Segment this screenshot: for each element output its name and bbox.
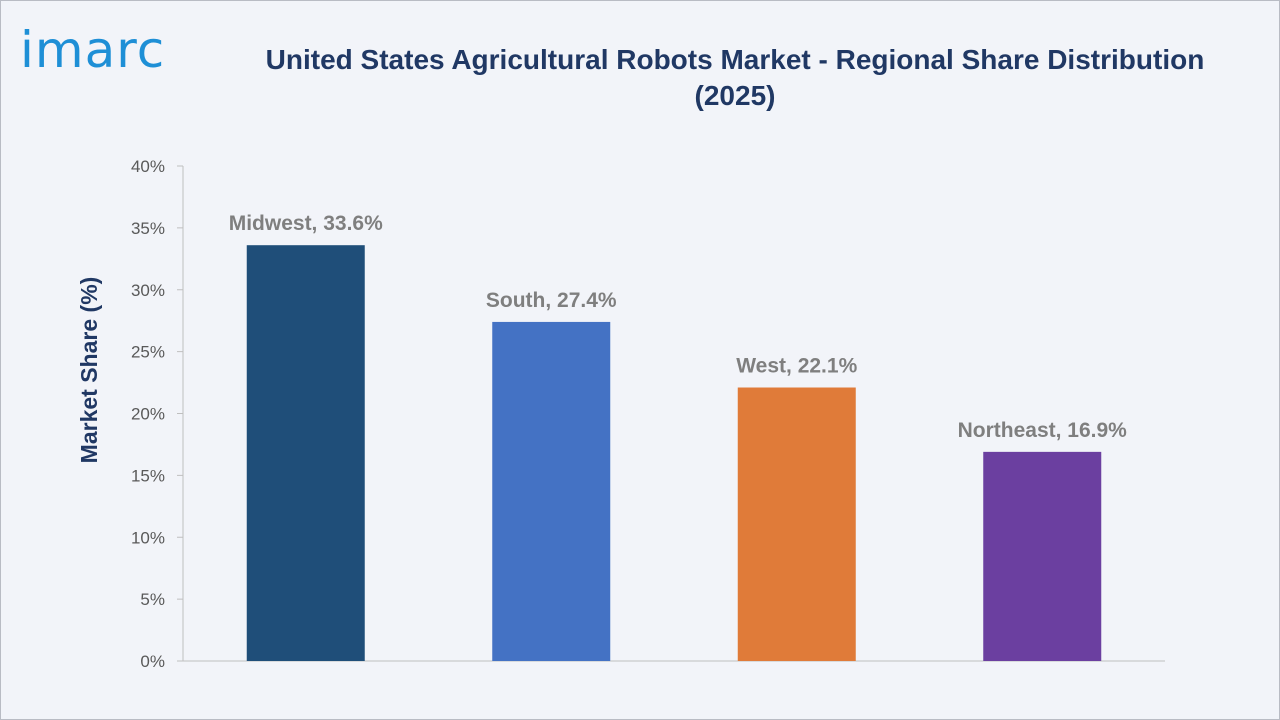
imarc-logo: imarc [20,18,204,82]
y-tick-label: 15% [131,466,165,485]
bar-west [737,387,856,661]
data-label-south: South, 27.4% [486,289,617,312]
bars [246,245,1102,661]
bar-midwest [246,245,365,661]
y-tick-label: 20% [131,405,165,424]
y-tick-label: 25% [131,343,165,362]
data-label-west: West, 22.1% [736,355,857,378]
y-tick-label: 5% [140,590,165,609]
data-label-northeast: Northeast, 16.9% [958,419,1128,442]
bar-northeast [983,451,1102,661]
data-labels: Midwest, 33.6% South, 27.4% West, 22.1% Nor… [229,212,1127,442]
y-axis-title: Market Share (%) [76,277,102,464]
bar-south [492,321,611,661]
logo-text: imarc [20,21,166,79]
axes: 0% 5% 10% 15% 20% 25% 30% 35% 40% [131,157,1165,671]
y-tick-label: 35% [131,219,165,238]
data-label-midwest: Midwest, 33.6% [229,212,383,235]
y-tick-label: 30% [131,281,165,300]
chart-title: United States Agricultural Robots Market… [265,44,1205,111]
y-tick-label: 10% [131,528,165,547]
y-tick-label: 40% [131,157,165,176]
y-tick-label: 0% [140,652,165,671]
